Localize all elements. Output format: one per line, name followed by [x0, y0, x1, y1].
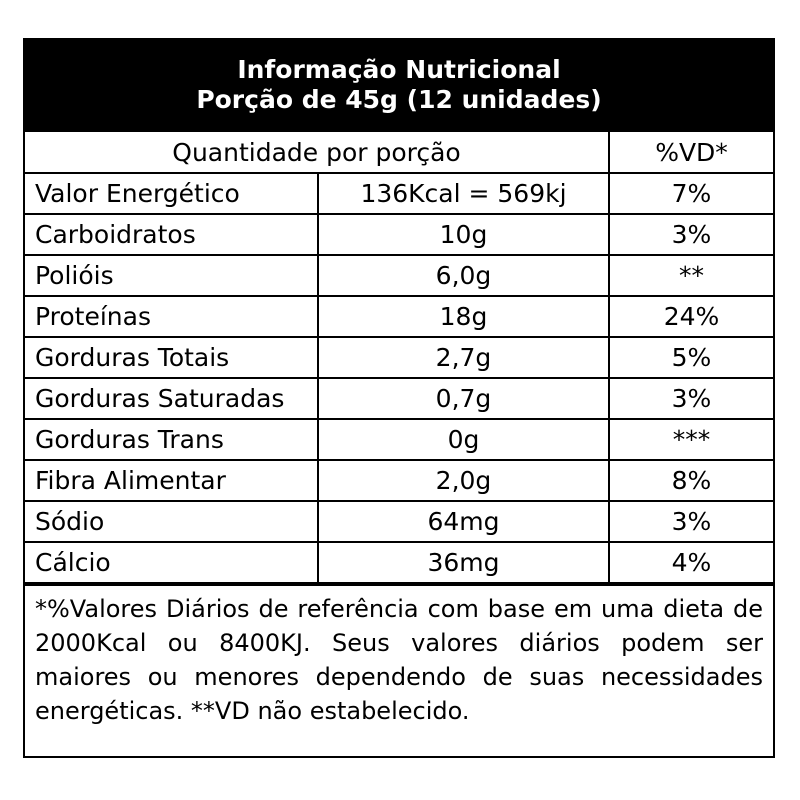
nutrient-amount: 2,0g [317, 459, 610, 502]
serving-size: Porção de 45g (12 unidades) [196, 85, 602, 114]
nutrition-table: Quantidade por porção %VD* Valor Energét… [25, 132, 773, 584]
nutrient-amount: 10g [317, 213, 610, 256]
nutrient-name: Gorduras Trans [25, 418, 319, 461]
nutrient-name: Cálcio [25, 541, 319, 584]
nutrient-name: Proteínas [25, 295, 319, 338]
nutrient-vd: 4% [608, 541, 773, 584]
table-header-row: Quantidade por porção %VD* [25, 132, 773, 174]
nutrient-vd: 5% [608, 336, 773, 379]
table-row: Gorduras Totais 2,7g 5% [25, 336, 773, 379]
table-row: Carboidratos 10g 3% [25, 213, 773, 256]
table-row: Gorduras Trans 0g *** [25, 418, 773, 461]
table-row: Proteínas 18g 24% [25, 295, 773, 338]
nutrient-name: Valor Energético [25, 172, 319, 215]
nutrient-name: Gorduras Saturadas [25, 377, 319, 420]
nutrient-name: Carboidratos [25, 213, 319, 256]
nutrient-vd: 8% [608, 459, 773, 502]
nutrient-vd: *** [608, 418, 773, 461]
quantity-header: Quantidade por porção [25, 132, 610, 174]
table-row: Gorduras Saturadas 0,7g 3% [25, 377, 773, 420]
nutrition-title: Informação Nutricional [237, 54, 561, 84]
nutrition-facts-panel: Informação Nutricional Porção de 45g (12… [23, 38, 775, 758]
nutrient-amount: 136Kcal = 569kj [317, 172, 610, 215]
nutrient-amount: 6,0g [317, 254, 610, 297]
nutrient-vd: 24% [608, 295, 773, 338]
nutrient-name: Sódio [25, 500, 319, 543]
vd-header: %VD* [608, 132, 773, 174]
nutrient-name: Gorduras Totais [25, 336, 319, 379]
nutrition-header: Informação Nutricional Porção de 45g (12… [25, 40, 773, 132]
nutrient-amount: 0,7g [317, 377, 610, 420]
nutrient-vd: 3% [608, 500, 773, 543]
table-row: Fibra Alimentar 2,0g 8% [25, 459, 773, 502]
nutrient-name: Polióis [25, 254, 319, 297]
table-row: Polióis 6,0g ** [25, 254, 773, 297]
table-row: Sódio 64mg 3% [25, 500, 773, 543]
table-row: Cálcio 36mg 4% [25, 541, 773, 584]
nutrient-amount: 64mg [317, 500, 610, 543]
nutrient-vd: ** [608, 254, 773, 297]
nutrient-vd: 3% [608, 213, 773, 256]
nutrient-amount: 2,7g [317, 336, 610, 379]
nutrient-amount: 18g [317, 295, 610, 338]
nutrient-amount: 36mg [317, 541, 610, 584]
table-row: Valor Energético 136Kcal = 569kj 7% [25, 172, 773, 215]
daily-value-footnote: *%Valores Diários de referência com base… [25, 584, 773, 734]
nutrient-amount: 0g [317, 418, 610, 461]
nutrient-vd: 7% [608, 172, 773, 215]
nutrient-name: Fibra Alimentar [25, 459, 319, 502]
nutrient-vd: 3% [608, 377, 773, 420]
